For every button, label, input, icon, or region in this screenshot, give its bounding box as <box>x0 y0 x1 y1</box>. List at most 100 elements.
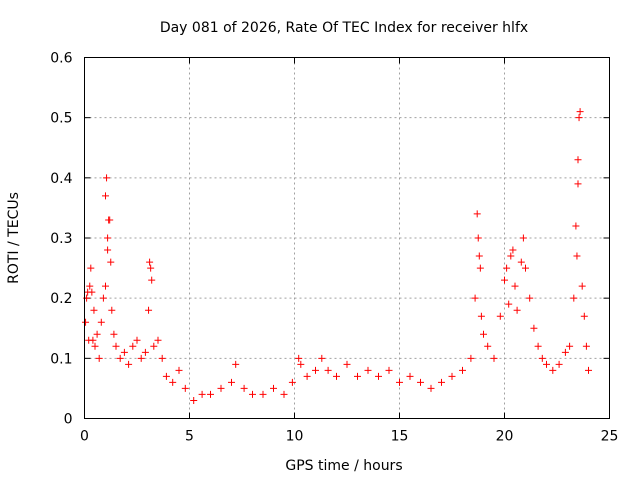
data-point <box>158 354 166 362</box>
x-tick-label: 10 <box>286 429 304 445</box>
data-point <box>116 354 124 362</box>
data-point <box>343 360 351 368</box>
data-point <box>417 378 424 386</box>
x-tick-label: 20 <box>496 429 514 445</box>
grid <box>84 57 610 419</box>
data-point <box>385 366 393 374</box>
y-tick-label: 0.3 <box>50 231 72 247</box>
data-point <box>509 246 517 254</box>
data-point <box>480 330 487 338</box>
data-point <box>125 360 133 368</box>
data-point <box>147 264 155 272</box>
data-point <box>175 366 183 374</box>
data-point <box>154 336 162 344</box>
data-point <box>511 282 519 290</box>
data-point <box>137 354 145 362</box>
data-point <box>145 306 153 314</box>
data-point <box>471 294 479 302</box>
data-point <box>312 366 319 374</box>
y-tick-label: 0.1 <box>50 351 72 367</box>
data-point <box>448 372 456 380</box>
data-point <box>190 396 198 404</box>
data-point <box>146 258 154 266</box>
data-point <box>87 264 95 272</box>
data-point <box>97 318 105 326</box>
data-point <box>406 372 414 380</box>
data-point <box>280 390 288 398</box>
data-point <box>297 360 305 368</box>
data-point <box>107 258 115 266</box>
x-axis-label: GPS time / hours <box>285 458 402 474</box>
data-point <box>530 324 538 332</box>
y-tick-label: 0.4 <box>50 171 72 187</box>
plot-frame <box>84 57 610 419</box>
data-point <box>150 342 158 350</box>
y-tick-label: 0 <box>64 412 73 428</box>
data-point <box>99 294 107 302</box>
data-point <box>240 384 248 392</box>
data-point <box>106 216 114 224</box>
x-tick-label: 15 <box>391 429 409 445</box>
data-point <box>288 378 296 386</box>
data-point <box>396 378 403 386</box>
data-point <box>538 354 546 362</box>
data-point <box>572 222 580 230</box>
data-point <box>89 336 97 344</box>
data-point <box>561 348 569 356</box>
data-point <box>534 342 542 350</box>
data-point <box>303 372 311 380</box>
data-point <box>120 348 128 356</box>
data-point <box>549 366 557 374</box>
ticks: 0 5 10 15 20 25 0 0.1 0.2 0.3 0.4 0.5 0.6 <box>50 51 618 445</box>
data-point <box>513 306 521 314</box>
x-tick-label: 5 <box>185 429 194 445</box>
data-point <box>578 282 586 290</box>
data-point <box>467 354 475 362</box>
y-tick-label: 0.5 <box>50 111 72 127</box>
data-point <box>574 156 582 164</box>
data-point <box>575 114 583 122</box>
data-point <box>232 360 240 368</box>
data-point <box>582 342 590 350</box>
data-point <box>112 342 120 350</box>
data-point <box>318 354 326 362</box>
data-point <box>108 306 116 314</box>
data-point <box>133 336 141 344</box>
data-point <box>102 192 109 200</box>
data-point <box>249 390 256 398</box>
y-tick-label: 0.2 <box>50 291 72 307</box>
data-point <box>517 258 525 266</box>
data-point <box>104 246 112 254</box>
data-point <box>333 372 340 380</box>
data-point <box>129 342 137 350</box>
data-point <box>574 180 582 188</box>
data-point <box>295 354 303 362</box>
data-point <box>490 354 498 362</box>
data-point <box>501 276 508 284</box>
data-point <box>555 360 563 368</box>
data-point <box>526 294 534 302</box>
data-point <box>543 360 550 368</box>
data-point <box>148 276 156 284</box>
data-point <box>459 366 466 374</box>
data-point <box>110 330 118 338</box>
data-point <box>585 366 592 374</box>
data-point <box>95 354 103 362</box>
data-points <box>82 108 592 404</box>
data-point <box>104 234 112 242</box>
data-point <box>90 306 98 314</box>
data-point <box>162 372 170 380</box>
data-point <box>259 390 267 398</box>
data-point <box>169 378 177 386</box>
data-point <box>91 342 99 350</box>
x-tick-label: 0 <box>80 429 89 445</box>
data-point <box>427 384 435 392</box>
data-point <box>566 342 574 350</box>
data-point <box>93 330 101 338</box>
data-point <box>505 300 513 308</box>
data-point <box>475 252 483 260</box>
data-point <box>364 366 372 374</box>
y-axis-label: ROTI / TECUs <box>6 192 22 284</box>
data-point <box>217 384 225 392</box>
